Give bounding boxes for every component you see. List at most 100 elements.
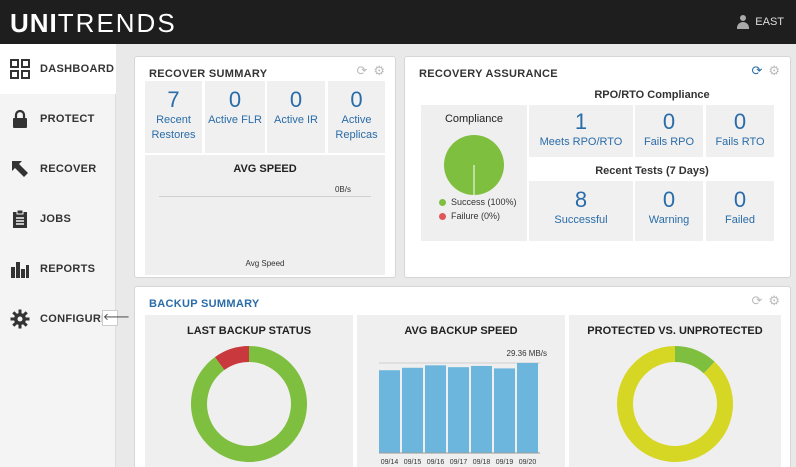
legend-label: Failure (0%) <box>451 211 501 221</box>
gear-icon <box>10 309 30 329</box>
grid-icon <box>10 59 30 79</box>
stat-label: Failed <box>725 214 755 226</box>
panel-title: RECOVER SUMMARY <box>149 68 268 80</box>
arrow-left-icon: 🡐 <box>103 312 130 323</box>
recovery-assurance-panel: RECOVERY ASSURANCE ⟳ ⚙ Compliance Succes… <box>404 56 791 278</box>
brand-thin: TRENDS <box>57 8 177 38</box>
avg-speed-chart: AVG SPEED 0B/s Avg Speed <box>145 155 385 275</box>
chart-title: PROTECTED VS. UNPROTECTED <box>587 325 763 337</box>
axis-label: Avg Speed <box>245 259 285 268</box>
stat-value: 0 <box>289 87 303 112</box>
user-menu[interactable]: EAST <box>736 15 784 29</box>
slice-success <box>190 346 307 462</box>
sidebar-item-reports[interactable]: REPORTS <box>0 244 116 294</box>
bar-09-14[interactable] <box>379 370 400 453</box>
refresh-icon[interactable]: ⟳ <box>751 63 763 78</box>
stat-value: 8 <box>574 187 588 212</box>
brand-logo[interactable]: UNITRENDS <box>10 8 177 39</box>
clipboard-icon <box>10 209 30 229</box>
stat-fails-rto[interactable]: 0 Fails RTO <box>706 105 774 157</box>
x-tick-label: 09/16 <box>427 459 445 466</box>
sidebar-item-label: DASHBOARD <box>40 63 115 75</box>
panel-tools: ⟳ ⚙ <box>356 63 385 79</box>
refresh-icon[interactable]: ⟳ <box>751 293 763 308</box>
stat-warning[interactable]: 0 Warning <box>635 181 703 241</box>
bar-09-15[interactable] <box>402 367 423 453</box>
lock-icon <box>10 109 30 129</box>
legend-swatch <box>439 212 446 220</box>
stat-value: 0 <box>733 187 747 212</box>
stat-label: Fails RTO <box>715 136 765 148</box>
stat-recent-restores[interactable]: 7 Recent Restores <box>145 81 202 153</box>
gear-icon[interactable]: ⚙ <box>768 293 780 308</box>
slice-unprotected <box>617 346 733 462</box>
bar-09-19[interactable] <box>494 368 515 453</box>
sidebar-item-label: REPORTS <box>40 263 96 275</box>
legend-label: Success (100%) <box>451 197 517 207</box>
panel-tools: ⟳ ⚙ <box>751 63 780 79</box>
protected-unprotected-chart: PROTECTED VS. UNPROTECTED <box>569 315 781 467</box>
bar-09-17[interactable] <box>448 367 469 453</box>
user-name: EAST <box>755 16 784 28</box>
stat-value: 0 <box>733 109 747 134</box>
panel-title: BACKUP SUMMARY <box>149 298 260 310</box>
stat-value: 0 <box>350 87 363 112</box>
x-tick-label: 09/14 <box>381 459 399 466</box>
stat-label: Restores <box>151 129 196 141</box>
sidebar-item-protect[interactable]: PROTECT <box>0 94 116 144</box>
user-icon <box>736 15 750 29</box>
stat-label: Active <box>341 114 372 126</box>
stat-label: Active FLR <box>208 114 262 126</box>
chart-title: AVG BACKUP SPEED <box>404 325 518 337</box>
backup-summary-panel: BACKUP SUMMARY ⟳ ⚙ LAST BACKUP STATUS AV… <box>134 286 791 467</box>
bar-09-16[interactable] <box>425 365 446 453</box>
stat-value: 1 <box>574 109 588 134</box>
legend-item: Failure (0%) <box>439 211 500 221</box>
gear-icon[interactable]: ⚙ <box>768 63 780 78</box>
sidebar-item-dashboard[interactable]: DASHBOARD <box>0 44 116 94</box>
panel-title: RECOVERY ASSURANCE <box>419 68 558 80</box>
legend-swatch <box>439 198 446 206</box>
stat-meets-rpo[interactable]: 1 Meets RPO/RTO <box>529 105 633 157</box>
stat-active-flr[interactable]: 0 Active FLR <box>205 81 265 153</box>
stat-label: Replicas <box>335 129 378 141</box>
stat-successful[interactable]: 8 Successful <box>529 181 633 241</box>
stat-active-ir[interactable]: 0 Active IR <box>267 81 325 153</box>
chart-gridline <box>159 196 371 197</box>
last-backup-donut <box>190 346 307 462</box>
stat-label: Recent <box>156 114 191 126</box>
collapse-sidebar-button[interactable]: 🡐 <box>102 310 130 326</box>
rpo-section-title: RPO/RTO Compliance <box>594 89 710 101</box>
bar-09-20[interactable] <box>517 363 538 453</box>
brand-bold: UNI <box>10 8 58 38</box>
stat-fails-rpo[interactable]: 0 Fails RPO <box>635 105 703 157</box>
tests-section-title: Recent Tests (7 Days) <box>595 165 709 177</box>
stat-label: Meets RPO/RTO <box>539 136 623 148</box>
stat-label: Fails RPO <box>643 136 695 148</box>
stat-value: 0 <box>662 109 676 134</box>
x-tick-label: 09/17 <box>450 459 468 466</box>
x-tick-label: 09/19 <box>496 459 514 466</box>
last-backup-status-chart: LAST BACKUP STATUS <box>145 315 353 467</box>
panel-tools: ⟳ ⚙ <box>751 293 780 309</box>
compliance-chart: Compliance Success (100%) Failure (0%) <box>421 105 527 241</box>
top-header: UNITRENDS EAST <box>0 0 796 44</box>
stat-active-replicas[interactable]: 0 Active Replicas <box>328 81 385 153</box>
sidebar-item-recover[interactable]: RECOVER <box>0 144 116 194</box>
recover-summary-panel: RECOVER SUMMARY ⟳ ⚙ 7 Recent Restores 0 … <box>134 56 396 278</box>
stat-label: Successful <box>554 214 608 226</box>
stat-label: Warning <box>648 214 690 226</box>
gear-icon[interactable]: ⚙ <box>373 63 385 78</box>
x-tick-label: 09/15 <box>404 459 422 466</box>
chart-title: AVG SPEED <box>233 163 297 175</box>
legend-item: Success (100%) <box>439 197 517 207</box>
bar-09-18[interactable] <box>471 365 492 453</box>
compliance-pie <box>444 135 504 195</box>
sidebar-item-configure[interactable]: CONFIGURE <box>0 294 116 344</box>
sidebar-item-jobs[interactable]: JOBS <box>0 194 116 244</box>
protected-donut <box>617 346 733 462</box>
stat-failed[interactable]: 0 Failed <box>706 181 774 241</box>
x-tick-label: 09/20 <box>519 459 537 466</box>
slice-protected <box>675 346 715 374</box>
refresh-icon[interactable]: ⟳ <box>356 63 368 78</box>
